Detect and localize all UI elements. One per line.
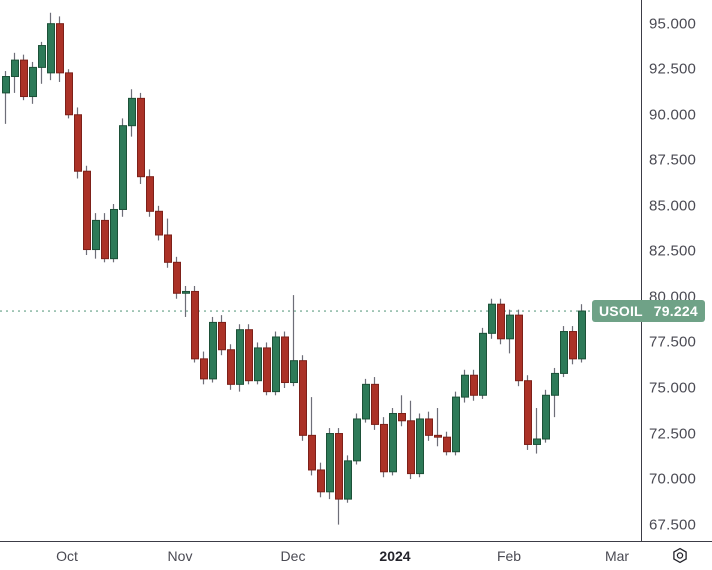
y-axis-tick-label: 92.500 — [649, 60, 697, 78]
settings-nut-icon[interactable] — [668, 545, 692, 567]
y-axis[interactable]: 95.000 92.500 90.000 87.500 85.000 82.500 80.0… — [641, 0, 712, 541]
x-axis-tick-label: Nov — [167, 547, 193, 564]
y-axis-tick-label: 77.500 — [649, 333, 697, 351]
x-axis-tick-label: Mar — [604, 547, 630, 564]
price-badge-value: 79.224 — [653, 303, 698, 320]
candle-series[interactable] — [2, 12, 586, 525]
x-axis-tick-label: Dec — [280, 547, 306, 564]
x-axis-tick-label: 2024 — [379, 547, 411, 564]
y-axis-tick-label: 85.000 — [649, 197, 697, 215]
x-axis-tick-label: Feb — [496, 547, 522, 564]
y-axis-tick-label: 72.500 — [649, 425, 697, 443]
x-axis[interactable]: Oct Nov Dec 2024 Feb Mar — [0, 541, 641, 570]
x-axis-tick-label: Oct — [56, 547, 78, 564]
y-axis-divider — [641, 0, 642, 541]
y-axis-tick-label: 75.000 — [649, 379, 697, 397]
y-axis-tick-label: 67.500 — [649, 516, 697, 534]
y-axis-tick-label: 90.000 — [649, 106, 697, 124]
last-price-badge[interactable]: USOIL 79.224 — [592, 300, 705, 323]
y-axis-tick-label: 95.000 — [649, 15, 697, 33]
y-axis-tick-label: 87.500 — [649, 151, 697, 169]
price-badge-symbol: USOIL — [599, 303, 643, 320]
y-axis-tick-label: 70.000 — [649, 470, 697, 488]
y-axis-tick-label: 82.500 — [649, 242, 697, 260]
x-axis-divider — [0, 541, 712, 542]
